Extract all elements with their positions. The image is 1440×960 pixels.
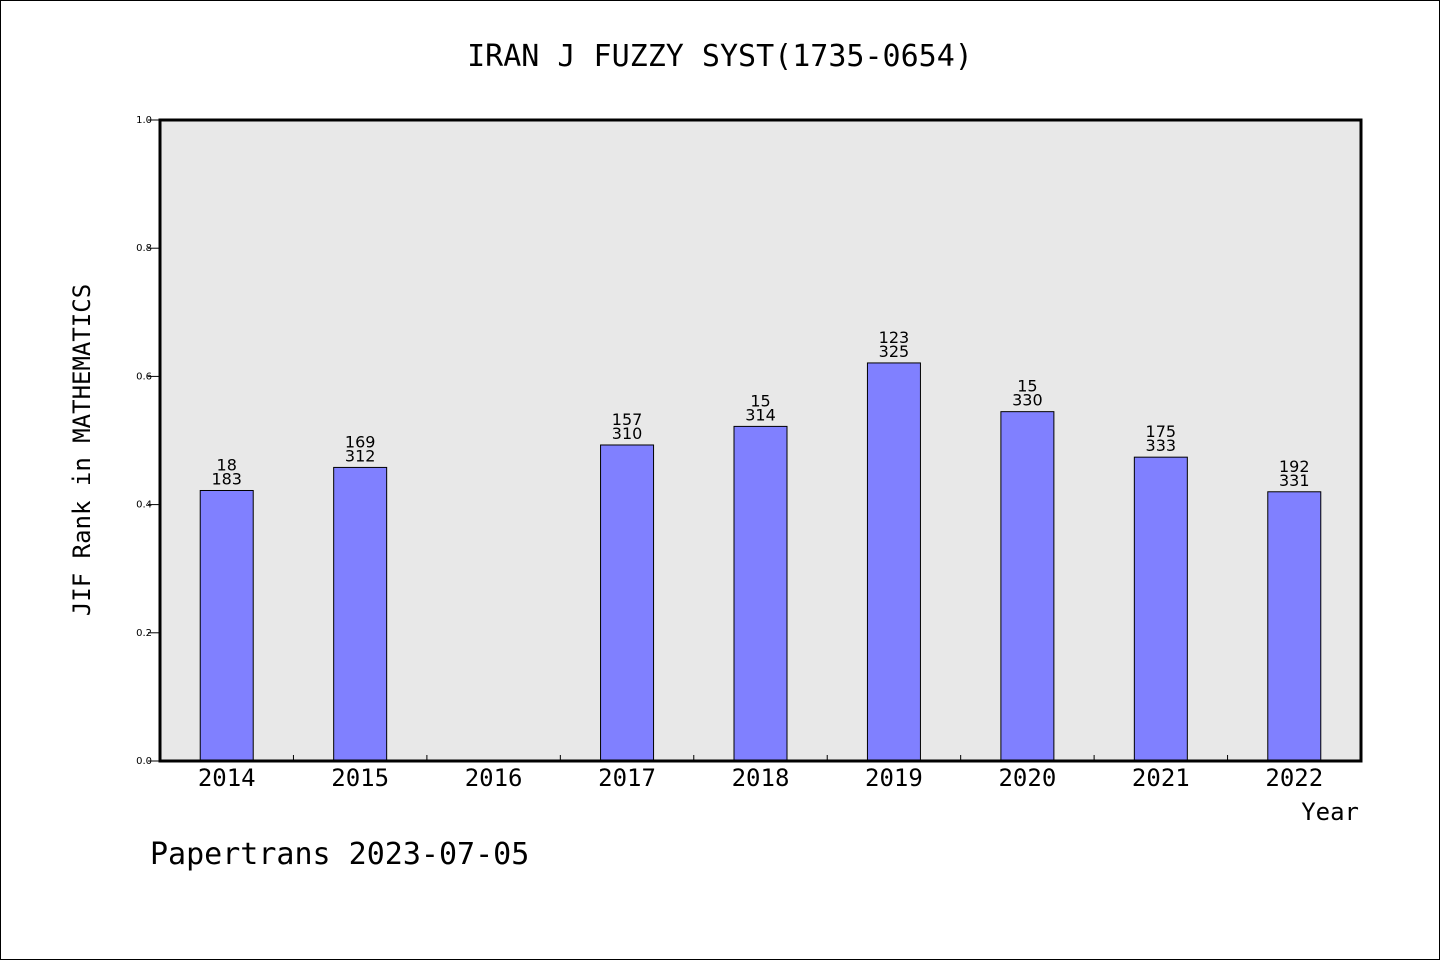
x-axis-ticks: 2014 2015 2016 2017 2018 2019 2020 2021 2022 [198,755,1323,792]
y-axis-ticks: 0.0 0.2 0.4 0.6 0.8 1.0 [136,115,160,767]
total-label: 314 [745,405,776,424]
x-tick-label: 2016 [465,764,523,792]
y-tick-label: 0.2 [136,628,152,639]
bar-2018 [733,425,788,762]
rank-label: 169 [345,432,376,451]
rank-label: 157 [612,410,643,429]
data-labels: 1818316931215731015314123325153301753331… [211,328,1309,490]
total-label: 333 [1146,436,1177,455]
x-tick-label: 2022 [1265,764,1323,792]
bar-2021 [1133,456,1188,762]
rank-label: 15 [750,391,770,410]
total-label: 183 [211,469,242,488]
x-tick-label: 2019 [865,764,923,792]
y-tick-label: 0.0 [136,756,152,767]
total-label: 312 [345,446,376,465]
y-tick-label: 1.0 [136,115,152,126]
x-tick-label: 2015 [331,764,389,792]
plot-border [158,118,1363,763]
rank-label: 18 [217,455,237,474]
x-tick-label: 2021 [1132,764,1190,792]
bar-2015 [333,466,388,762]
rank-label: 123 [879,328,910,347]
rank-label: 15 [1017,377,1037,396]
y-axis-label: JIF Rank in MATHEMATICS [68,284,96,616]
rank-label: 192 [1279,457,1310,476]
total-label: 310 [612,424,643,443]
x-tick-label: 2017 [598,764,656,792]
bar-series [199,362,1322,762]
x-tick-label: 2014 [198,764,256,792]
bar-2014 [199,489,254,762]
y-tick-label: 0.4 [136,500,152,511]
bar-2019 [866,362,921,762]
total-label: 325 [879,342,910,361]
bar-2017 [600,444,655,762]
total-label: 331 [1279,471,1310,490]
x-tick-label: 2018 [732,764,790,792]
bar-2022 [1267,491,1322,762]
footer-credit: Papertrans 2023-07-05 [150,837,529,872]
y-tick-label: 0.8 [136,243,152,254]
total-label: 330 [1012,391,1043,410]
rank-label: 175 [1146,422,1177,441]
y-tick-label: 0.6 [136,371,152,382]
x-tick-label: 2020 [998,764,1056,792]
bar-2020 [1000,411,1055,762]
chart-title: IRAN J FUZZY SYST(1735-0654) [467,39,973,74]
x-axis-label: Year [1301,798,1359,826]
